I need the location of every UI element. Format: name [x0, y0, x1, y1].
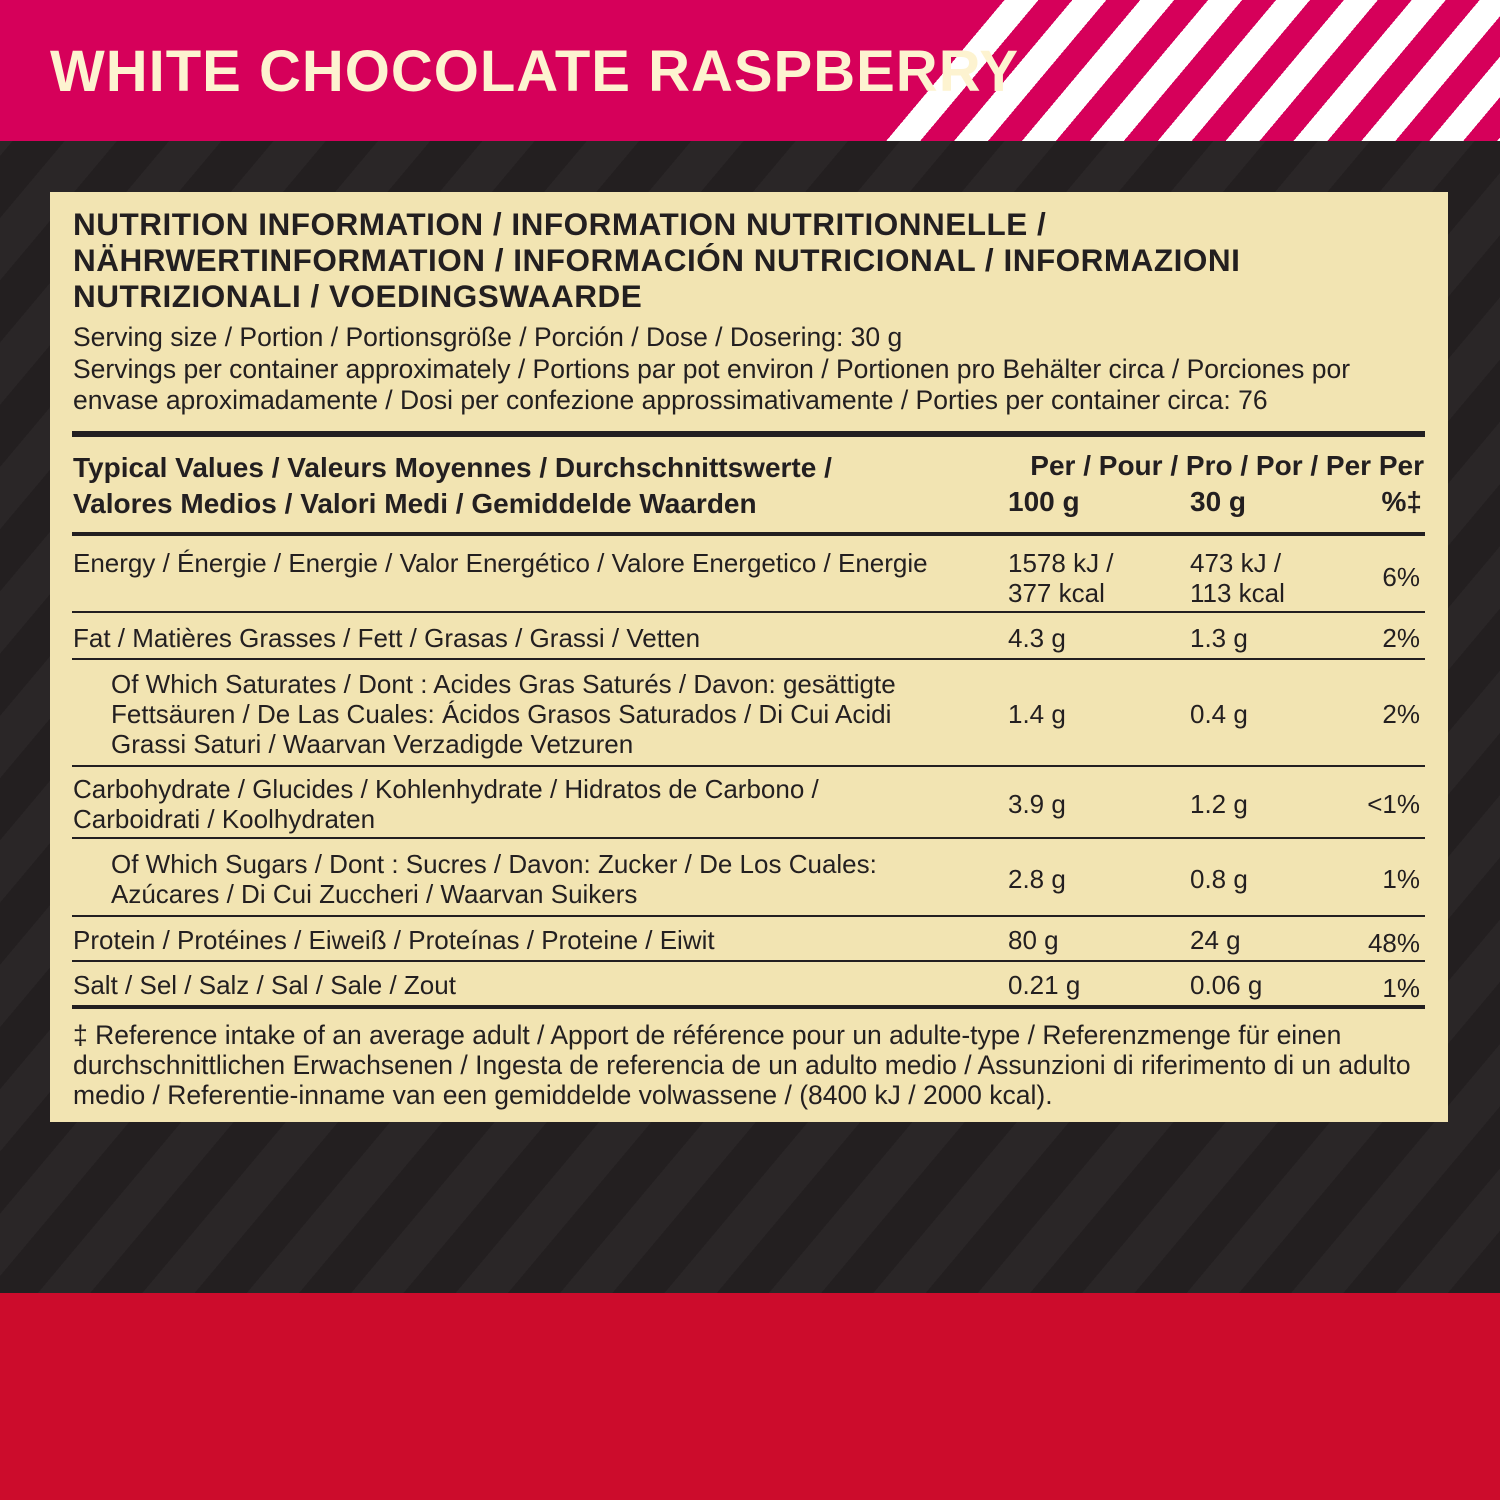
value-ri: 1%: [1382, 864, 1420, 894]
serving-info: Serving size / Portion / Portionsgröße /…: [73, 322, 1433, 417]
serving-size: Serving size / Portion / Portionsgröße /…: [73, 322, 903, 352]
value-ri: 1%: [1382, 973, 1420, 1003]
row-label: Energy / Énergie / Energie / Valor Energ…: [73, 548, 928, 578]
flavor-banner: WHITE CHOCOLATE RASPBERRY: [0, 0, 1500, 141]
value-per-30g: 0.8 g: [1190, 864, 1248, 894]
header-label-line1: Typical Values / Valeurs Moyennes / Durc…: [73, 452, 832, 483]
value-per-30g: 0.4 g: [1190, 699, 1248, 729]
column-headers: Per / Pour / Pro / Por / Per Per 100 g 3…: [1004, 448, 1424, 520]
col-ri-percent: %‡: [1381, 486, 1422, 517]
header-label-line2: Valores Medios / Valori Medi / Gemiddeld…: [73, 488, 757, 519]
value-per-100g: 1578 kJ / 377 kcal: [1008, 548, 1114, 608]
bottom-band: [0, 1293, 1500, 1500]
value-per-30g: 473 kJ / 113 kcal: [1190, 548, 1285, 608]
value-ri: 2%: [1382, 699, 1420, 729]
divider: [72, 1005, 1425, 1009]
divider: [72, 658, 1425, 660]
value-per-100g: 0.21 g: [1008, 970, 1081, 1000]
row-label: Salt / Sel / Salz / Sal / Sale / Zout: [73, 970, 456, 1000]
nutrition-title: NUTRITION INFORMATION / INFORMATION NUTR…: [73, 206, 1241, 314]
diagonal-stripes: [865, 0, 1500, 141]
value-per-30g: 0.06 g: [1190, 970, 1263, 1000]
value-per-30g: 24 g: [1190, 925, 1241, 955]
divider: [72, 611, 1425, 613]
divider: [72, 532, 1425, 536]
col-per-30g: 30 g: [1190, 486, 1247, 517]
value-per-100g: 3.9 g: [1008, 789, 1066, 819]
value-ri: 2%: [1382, 623, 1420, 653]
row-label: Protein / Protéines / Eiweiß / Proteínas…: [73, 925, 715, 955]
value-ri: <1%: [1367, 789, 1420, 819]
reference-intake-footnote: ‡ Reference intake of an average adult /…: [73, 1020, 1411, 1110]
row-label: Fat / Matières Grasses / Fett / Grasas /…: [73, 623, 701, 653]
row-label: Carbohydrate / Glucides / Kohlenhydrate …: [73, 774, 819, 834]
row-label: Of Which Sugars / Dont : Sucres / Davon:…: [111, 849, 877, 909]
value-ri: 48%: [1367, 928, 1420, 958]
value-per-100g: 4.3 g: [1008, 623, 1066, 653]
flavor-name: WHITE CHOCOLATE RASPBERRY: [50, 39, 1020, 104]
divider: [72, 960, 1425, 962]
typical-values-header: Typical Values / Valeurs Moyennes / Durc…: [73, 450, 832, 522]
divider: [72, 837, 1425, 839]
value-ri: 6%: [1382, 562, 1420, 592]
divider: [72, 765, 1425, 767]
per-line: Per / Pour / Pro / Por / Per Per: [1030, 450, 1424, 481]
value-per-100g: 1.4 g: [1008, 699, 1066, 729]
table-row-energy: Energy / Énergie / Energie / Valor Energ…: [72, 548, 1425, 610]
value-per-30g: 1.2 g: [1190, 789, 1248, 819]
divider: [72, 915, 1425, 917]
row-label: Of Which Saturates / Dont : Acides Gras …: [111, 669, 896, 759]
divider: [72, 431, 1425, 437]
value-per-100g: 80 g: [1008, 925, 1059, 955]
col-per-100g: 100 g: [1008, 486, 1080, 517]
nutrition-panel: NUTRITION INFORMATION / INFORMATION NUTR…: [50, 192, 1448, 1122]
servings-per-container: Servings per container approximately / P…: [73, 353, 1351, 416]
value-per-30g: 1.3 g: [1190, 623, 1248, 653]
value-per-100g: 2.8 g: [1008, 864, 1066, 894]
